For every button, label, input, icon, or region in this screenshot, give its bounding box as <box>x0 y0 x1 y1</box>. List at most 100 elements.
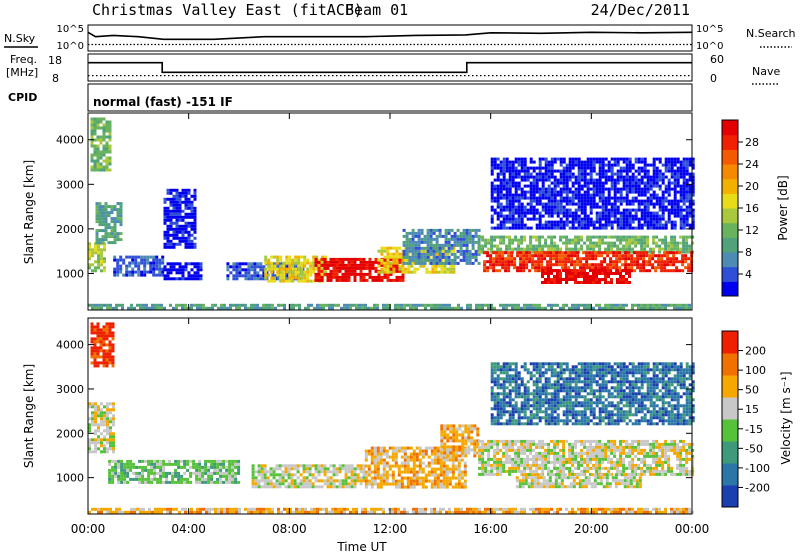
freq-unit: [MHz] <box>6 66 38 79</box>
velocity-region-4 <box>364 446 467 489</box>
power-swatch-6 <box>722 193 738 209</box>
power-region-2 <box>90 117 112 172</box>
power-region-13 <box>541 269 631 284</box>
freq-series <box>88 61 692 77</box>
power-panel: 1000 2000 3000 4000 Slant Range [km] <box>22 112 695 311</box>
power-swatch-11 <box>722 120 738 136</box>
power-ytick-label-2: 3000 <box>56 178 84 191</box>
power-cbar-label-1: 24 <box>745 158 759 171</box>
velocity-ytick-label-1: 2000 <box>56 427 84 440</box>
velocity-swatch-1 <box>722 463 738 486</box>
xtick-label-3: 12:00 <box>373 522 408 536</box>
power-ytick-label-0: 1000 <box>56 267 84 280</box>
velocity-colorbar-ticks: 200 100 50 15 -15 -50 -100 -200 <box>738 345 770 494</box>
power-colorbar: 28 24 20 16 12 8 4 Power [dB] <box>721 119 790 297</box>
power-region-14 <box>490 157 695 230</box>
freq-line-0 <box>88 61 692 74</box>
station-title: Christmas Valley East (fitACF) <box>92 1 363 19</box>
power-swatch-8 <box>722 164 738 180</box>
velocity-ytick-label-2: 3000 <box>56 383 84 396</box>
velocity-colorbar-swatches <box>722 331 738 508</box>
beam-label: Beam 01 <box>345 1 408 19</box>
power-region-10 <box>402 228 481 265</box>
power-colorbar-swatches <box>722 120 738 297</box>
velocity-swatch-0 <box>722 485 738 508</box>
power-swatch-4 <box>722 222 738 238</box>
cpid-text: normal (fast) -151 IF <box>93 95 233 109</box>
velocity-cbar-label-6: -100 <box>745 462 770 475</box>
velocity-heatmap <box>88 322 695 514</box>
velocity-swatch-6 <box>722 353 738 376</box>
nsky-label: N.Sky <box>4 32 36 45</box>
power-swatch-7 <box>722 178 738 194</box>
power-y-ticks: 1000 2000 3000 4000 <box>56 134 692 280</box>
power-region-0 <box>88 242 106 273</box>
velocity-panel: 1000 2000 3000 4000 Slant Range [km] <box>22 317 695 515</box>
power-region-11 <box>478 235 695 254</box>
freq-title: Freq. <box>10 53 37 66</box>
velocity-ylabel: Slant Range [km] <box>22 364 36 468</box>
power-swatch-0 <box>722 281 738 297</box>
velocity-region-3 <box>251 464 366 489</box>
time-axis-label: Time UT <box>336 540 387 554</box>
nsky-tick-bottom: 10^0 <box>57 41 84 52</box>
power-cbar-label-0: 28 <box>745 136 759 149</box>
power-ytick-label-1: 2000 <box>56 223 84 236</box>
velocity-cbar-label-1: 100 <box>745 364 766 377</box>
freq-tick-top: 18 <box>48 54 62 67</box>
xtick-label-1: 04:00 <box>171 522 206 536</box>
power-cbar-label-6: 4 <box>745 268 752 281</box>
cpid-panel: CPID normal (fast) -151 IF <box>8 83 693 112</box>
velocity-cbar-label-2: 50 <box>745 384 759 397</box>
power-cbar-label-5: 8 <box>745 246 752 259</box>
xtick-label-0: 00:00 <box>71 522 106 536</box>
xtick-label-5: 20:00 <box>574 522 609 536</box>
nave-tick-top: 60 <box>710 53 724 66</box>
velocity-region-5 <box>440 424 480 458</box>
freq-frame <box>87 53 693 82</box>
velocity-colorbar-label: Velocity [m s⁻¹] <box>779 371 793 464</box>
nsky-series <box>87 31 693 46</box>
velocity-region-2 <box>90 322 115 368</box>
velocity-colorbar-frame <box>721 330 739 508</box>
power-swatch-5 <box>722 208 738 224</box>
nsearch-tick-bottom: 10^0 <box>696 41 723 52</box>
date-label: 24/Dec/2011 <box>591 1 690 19</box>
xtick-label-2: 08:00 <box>272 522 307 536</box>
power-colorbar-ticks: 28 24 20 16 12 8 4 <box>738 136 759 281</box>
velocity-swatch-3 <box>722 419 738 442</box>
power-region-3 <box>113 255 165 277</box>
xtick-label-6: 00:00 <box>675 522 710 536</box>
velocity-ytick-label-0: 1000 <box>56 472 84 485</box>
power-cbar-label-2: 20 <box>745 180 759 193</box>
power-swatch-2 <box>722 252 738 268</box>
power-region-5 <box>163 188 197 249</box>
velocity-ytick-label-3: 4000 <box>56 339 84 352</box>
power-ylabel: Slant Range [km] <box>22 160 36 264</box>
nsky-panel: N.Sky 10^5 10^0 10^5 10^0 N.Search <box>4 24 796 52</box>
velocity-cbar-label-3: 15 <box>745 403 759 416</box>
power-region-15 <box>88 303 691 310</box>
velocity-region-6 <box>478 439 695 476</box>
power-swatch-3 <box>722 237 738 253</box>
cpid-label: CPID <box>8 91 37 104</box>
nsky-frame <box>87 24 693 52</box>
velocity-cbar-label-0: 200 <box>745 345 766 358</box>
xtick-label-4: 16:00 <box>473 522 508 536</box>
freq-tick-bottom: 8 <box>52 72 59 85</box>
velocity-cbar-label-7: -200 <box>745 481 770 494</box>
nsky-tick-top: 10^5 <box>57 24 84 35</box>
velocity-swatch-4 <box>722 397 738 420</box>
power-cbar-label-4: 12 <box>745 224 759 237</box>
time-axis-ticks: 00:00 04:00 08:00 12:00 16:00 20:00 00:00 <box>71 113 710 536</box>
nave-label: Nave <box>752 65 780 78</box>
nsky-line-0 <box>87 31 693 41</box>
velocity-y-ticks: 1000 2000 3000 4000 <box>56 339 692 485</box>
power-swatch-9 <box>722 149 738 165</box>
velocity-region-7 <box>515 473 642 489</box>
power-region-4 <box>163 262 203 281</box>
power-ytick-label-3: 4000 <box>56 134 84 147</box>
nsearch-tick-top: 10^5 <box>696 24 723 35</box>
velocity-region-0 <box>88 402 115 454</box>
